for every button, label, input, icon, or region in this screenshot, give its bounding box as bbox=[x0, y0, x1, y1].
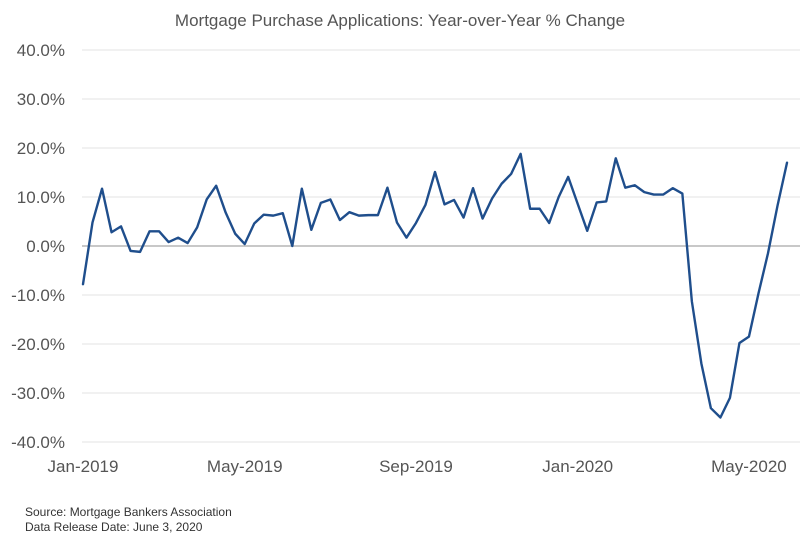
source-note: Source: Mortgage Bankers Association bbox=[25, 505, 232, 519]
x-tick-label: May-2019 bbox=[207, 457, 283, 476]
y-tick-label: 30.0% bbox=[17, 90, 65, 109]
y-tick-label: -20.0% bbox=[11, 335, 65, 354]
release-date-note: Data Release Date: June 3, 2020 bbox=[25, 520, 203, 534]
y-tick-label: -30.0% bbox=[11, 384, 65, 403]
x-tick-label: Jan-2020 bbox=[542, 457, 613, 476]
y-tick-label: 20.0% bbox=[17, 139, 65, 158]
series-line bbox=[81, 152, 789, 419]
y-tick-label: -10.0% bbox=[11, 286, 65, 305]
gridlines bbox=[82, 49, 800, 443]
x-axis: Jan-2019 May-2019 Sep-2019 Jan-2020 May-2020 bbox=[48, 457, 787, 476]
x-tick-label: Sep-2019 bbox=[379, 457, 453, 476]
y-tick-label: -40.0% bbox=[11, 433, 65, 452]
x-tick-label: May-2020 bbox=[711, 457, 787, 476]
y-axis: 40.0% 30.0% 20.0% 10.0% 0.0% -10.0% -20.0% -30.… bbox=[11, 41, 65, 452]
chart-title: Mortgage Purchase Applications: Year-ove… bbox=[175, 11, 625, 30]
y-tick-label: 10.0% bbox=[17, 188, 65, 207]
y-tick-label: 0.0% bbox=[26, 237, 65, 256]
x-tick-label: Jan-2019 bbox=[48, 457, 119, 476]
y-tick-label: 40.0% bbox=[17, 41, 65, 60]
series-line-group bbox=[81, 152, 789, 419]
